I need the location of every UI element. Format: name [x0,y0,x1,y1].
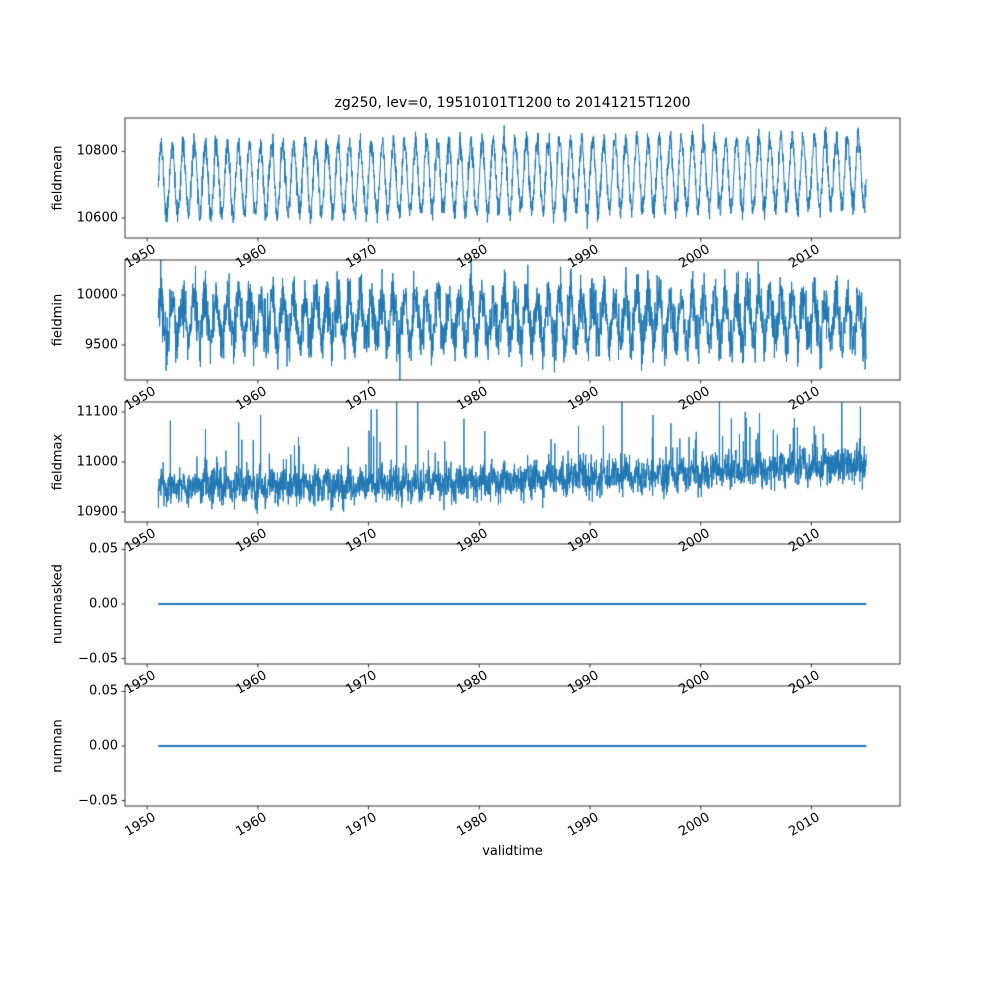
y-axis-label-subplot-1: fieldmean [50,145,66,211]
y-axis-label-subplot-5: numnan [50,719,66,773]
y-tick-label: 0.05 [89,541,118,557]
y-tick-label: 0.00 [89,596,118,612]
y-axis-label-subplot-2: fieldmin [50,293,66,347]
y-tick-label: 11100 [76,404,118,420]
x-axis-label: validtime [482,844,543,859]
y-tick-label: 11000 [76,454,118,470]
chart-title: zg250, lev=0, 19510101T1200 to 20141215T… [334,95,691,111]
y-tick-label: −0.05 [78,651,118,667]
y-axis-label-subplot-4: nummasked [50,564,66,644]
y-tick-label: −0.05 [78,793,118,809]
y-axis-label-subplot-3: fieldmax [50,433,66,491]
y-tick-label: 0.05 [89,683,118,699]
y-tick-label: 10800 [76,143,118,159]
y-tick-label: 10000 [76,287,118,303]
y-tick-label: 0.00 [89,738,118,754]
y-tick-label: 9500 [84,337,118,353]
y-tick-label: 10600 [76,210,118,226]
y-tick-label: 10900 [76,504,118,520]
